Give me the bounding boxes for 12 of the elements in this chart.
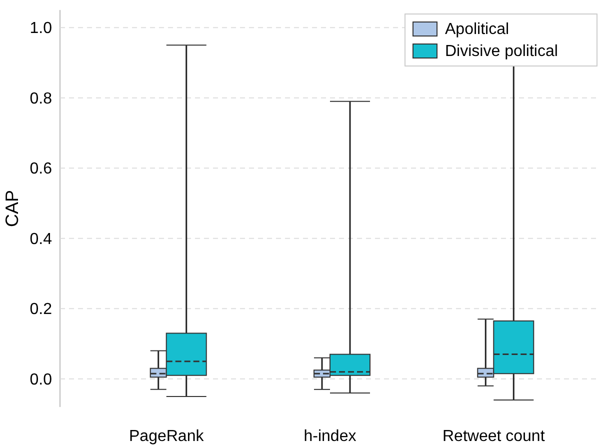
y-tick-label: 0.6 [30, 160, 52, 178]
y-tick-label: 0.8 [30, 90, 52, 108]
y-tick-label: 0.0 [30, 371, 52, 388]
legend-label: Apolitical [445, 21, 510, 38]
y-tick-label: 0.4 [30, 230, 52, 248]
x-tick-label: PageRank [129, 428, 205, 445]
y-axis-title: CAP [2, 190, 22, 228]
x-tick-label: h-index [304, 428, 356, 445]
y-tick-label: 0.2 [30, 301, 52, 318]
y-tick-label: 1.0 [30, 20, 52, 38]
x-tick-label: Retweet count [442, 428, 546, 445]
legend-label: Divisive political [445, 43, 558, 60]
